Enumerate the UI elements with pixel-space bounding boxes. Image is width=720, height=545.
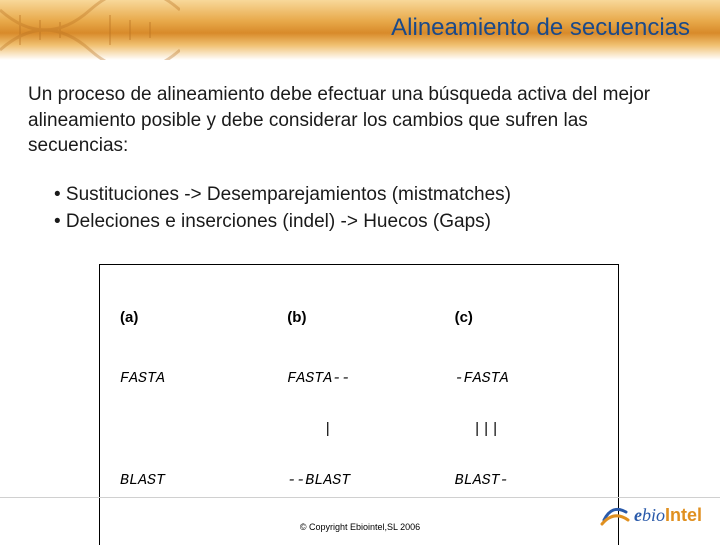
fig-b-line1: FASTA-- bbox=[287, 370, 430, 387]
slide-content: Un proceso de alineamiento debe efectuar… bbox=[0, 60, 720, 545]
logo-bio: bio bbox=[642, 505, 665, 525]
ebiointel-logo: ebioIntel bbox=[600, 500, 702, 530]
bullet-item-2: • Deleciones e inserciones (indel) -> Hu… bbox=[54, 208, 690, 236]
fig-col-c-head: (c) bbox=[455, 309, 598, 326]
fig-b-line2: | bbox=[287, 421, 430, 438]
fig-a-line1: FASTA bbox=[120, 370, 263, 387]
fig-b-line3: --BLAST bbox=[287, 472, 430, 489]
logo-intel: Intel bbox=[665, 505, 702, 525]
logo-swoosh-icon bbox=[600, 500, 630, 530]
bullet-item-1: • Sustituciones -> Desemparejamientos (m… bbox=[54, 181, 690, 209]
logo-text: ebioIntel bbox=[634, 505, 702, 526]
fig-c-line2: ||| bbox=[455, 421, 598, 438]
fig-col-b-head: (b) bbox=[287, 309, 430, 326]
header-band: Alineamiento de secuencias bbox=[0, 0, 720, 60]
fig-col-a-head: (a) bbox=[120, 309, 263, 326]
bullet-list: • Sustituciones -> Desemparejamientos (m… bbox=[28, 181, 690, 236]
fig-c-line1: -FASTA bbox=[455, 370, 598, 387]
logo-e: e bbox=[634, 505, 642, 525]
footer-rule bbox=[0, 497, 720, 498]
alignment-figure: (a) FASTA BLAST (b) FASTA-- | --BLAST (c… bbox=[99, 264, 619, 545]
fig-a-line2 bbox=[120, 421, 263, 438]
slide-title: Alineamiento de secuencias bbox=[391, 14, 690, 42]
fig-a-line3: BLAST bbox=[120, 472, 263, 489]
intro-paragraph: Un proceso de alineamiento debe efectuar… bbox=[28, 82, 690, 159]
dna-helix-decoration bbox=[0, 0, 180, 60]
fig-c-line3: BLAST- bbox=[455, 472, 598, 489]
